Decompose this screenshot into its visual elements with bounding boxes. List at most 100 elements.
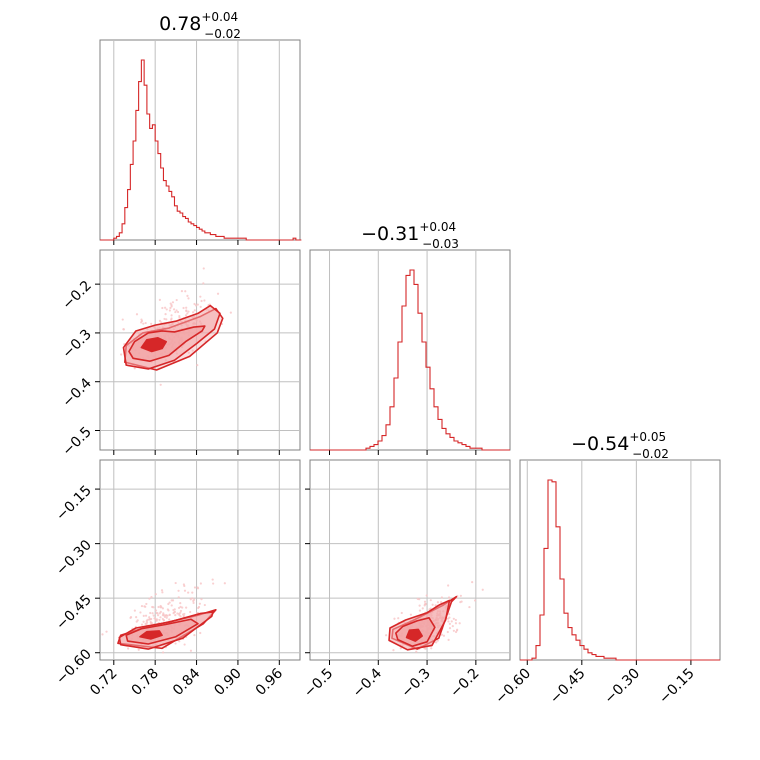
sample-point: [168, 601, 171, 604]
sample-point: [203, 603, 206, 607]
title-param-2: −0.54+0.05 −0.02: [571, 430, 669, 461]
sample-point: [166, 608, 169, 611]
sample-point: [428, 608, 431, 611]
x-tick-label: −0.2: [447, 666, 482, 701]
panel-2d-2-1-frame: [309, 459, 511, 661]
sample-point: [446, 630, 449, 634]
panel-2d-1-0: [99, 249, 301, 451]
sample-point: [154, 609, 158, 612]
sample-point: [150, 621, 153, 624]
sample-point: [416, 597, 419, 600]
x-tick-label: −0.4: [350, 665, 385, 700]
sample-point: [159, 616, 162, 619]
sample-point: [199, 295, 202, 298]
sample-point: [170, 305, 173, 308]
y-tick-label: −0.5: [59, 424, 94, 459]
sample-point: [198, 602, 201, 605]
sample-point: [149, 611, 152, 615]
sample-point: [159, 604, 162, 608]
sample-point: [454, 618, 457, 622]
sample-point: [429, 599, 432, 602]
sample-point: [165, 616, 168, 619]
sample-point: [176, 310, 180, 314]
sample-point: [140, 623, 144, 626]
sample-point: [451, 625, 454, 628]
title-param-0-plus: +0.04: [201, 10, 238, 24]
chart-marks: −0.60 −0.45 −0.30 −0.15 −0.5 −0.4 −0.3 −0.2 0.72…: [53, 40, 720, 707]
sample-point: [156, 618, 159, 621]
sample-point: [172, 608, 175, 612]
sample-point: [193, 634, 196, 637]
sample-point: [418, 604, 421, 607]
sample-point: [168, 309, 172, 312]
x-tick-label: −0.5: [301, 666, 336, 701]
sample-point: [431, 603, 434, 606]
sample-point: [176, 612, 179, 615]
x-tick-label: 0.78: [129, 666, 162, 699]
title-param-2-median: −0.54: [571, 433, 629, 455]
sample-point: [179, 605, 182, 608]
sample-point: [135, 620, 138, 623]
sample-point: [385, 634, 388, 637]
sample-point: [135, 615, 138, 619]
sample-point: [161, 617, 164, 621]
panel-2d-2-1: [309, 459, 511, 661]
sample-point: [199, 631, 202, 635]
sample-point: [163, 306, 167, 309]
sample-point: [163, 317, 166, 321]
y-tick-label: −0.4: [59, 375, 94, 410]
sample-point: [183, 589, 187, 592]
sample-point: [421, 607, 424, 610]
sample-point: [436, 639, 439, 642]
sample-point: [174, 581, 177, 585]
sample-point: [179, 601, 182, 605]
sample-point: [174, 614, 177, 617]
sample-point: [192, 601, 195, 605]
sample-point: [191, 591, 194, 594]
sample-point: [142, 322, 145, 325]
contour-level-1: [128, 325, 206, 363]
sample-point: [165, 318, 168, 321]
sample-point: [183, 612, 186, 616]
sample-point: [144, 321, 147, 325]
sample-point: [409, 613, 413, 616]
sample-point: [193, 309, 196, 312]
sample-point: [140, 318, 143, 321]
sample-point: [165, 614, 168, 617]
sample-point: [430, 647, 433, 650]
sample-point: [140, 604, 144, 608]
sample-point: [170, 604, 173, 607]
sample-point: [175, 298, 178, 302]
sample-point: [161, 306, 164, 310]
sample-point: [418, 609, 422, 612]
title-param-1-minus: −0.03: [422, 237, 459, 251]
sample-point: [193, 586, 197, 589]
sample-point: [161, 651, 165, 654]
sample-point: [148, 597, 151, 600]
sample-point: [133, 367, 136, 370]
sample-point: [196, 587, 200, 590]
sample-point: [203, 299, 206, 302]
sample-point: [158, 319, 162, 322]
sample-point: [196, 364, 199, 367]
sample-point: [189, 610, 192, 614]
histogram-param-2: [520, 479, 720, 661]
sample-point: [185, 306, 188, 309]
sample-point: [164, 313, 167, 316]
sample-point: [121, 318, 124, 321]
sample-point: [177, 589, 180, 592]
sample-point: [177, 596, 180, 599]
sample-point: [436, 601, 440, 604]
sample-point: [170, 314, 173, 317]
sample-point: [135, 313, 139, 316]
title-param-0: 0.78+0.04 −0.02: [159, 10, 241, 41]
sample-point: [439, 601, 443, 604]
title-param-1: −0.31+0.04 −0.03: [361, 220, 459, 251]
title-param-0-median: 0.78: [159, 13, 201, 35]
sample-point: [448, 627, 452, 630]
sample-point: [150, 322, 153, 325]
y-tick-label: −0.45: [53, 592, 95, 634]
panel-2d-1-0-frame: [99, 249, 301, 451]
sample-point: [145, 622, 148, 625]
sample-point: [187, 310, 190, 313]
